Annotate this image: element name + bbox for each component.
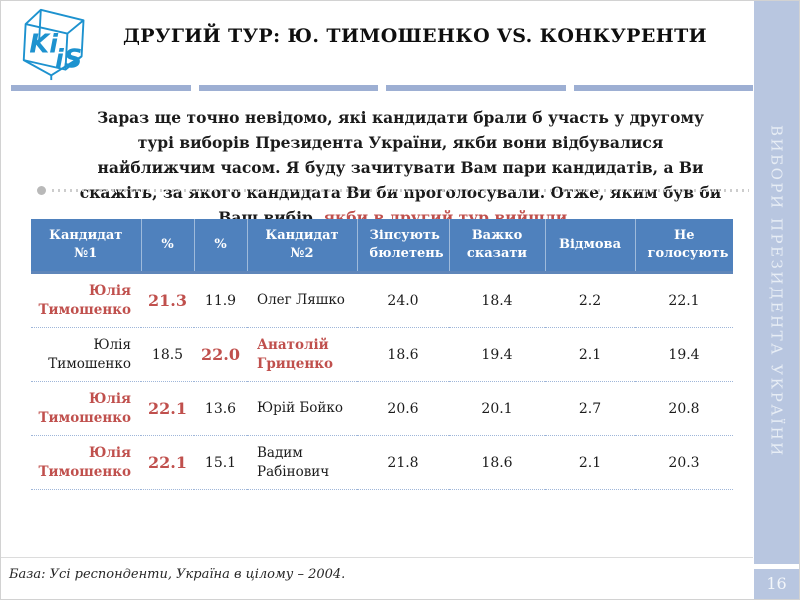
column-header-pct1: % bbox=[140, 219, 194, 274]
side-banner-label: ВИБОРИ ПРЕЗИДЕНТА УКРАЇНИ bbox=[767, 125, 786, 458]
svg-text:Ki: Ki bbox=[29, 30, 59, 60]
page-title: ДРУГИЙ ТУР: Ю. ТИМОШЕНКО VS. КОНКУРЕНТИ bbox=[123, 25, 707, 47]
column-header-abstain: Не голосують bbox=[634, 219, 733, 274]
cell-candidate1: Юлія Тимошенко bbox=[31, 435, 141, 490]
table-row: Юлія Тимошенко 21.3 11.9 Олег Ляшко 24.0… bbox=[31, 272, 733, 328]
cell-candidate2: Юрій Бойко bbox=[247, 381, 357, 436]
svg-text:iS: iS bbox=[55, 45, 82, 75]
column-header-pct2: % bbox=[193, 219, 247, 274]
column-header-refuse: Відмова bbox=[544, 219, 635, 274]
cell-candidate2: Олег Ляшко bbox=[247, 272, 357, 328]
title-divider bbox=[11, 85, 753, 91]
cell-pct1: 21.3 bbox=[141, 272, 194, 328]
cell-abstain: 19.4 bbox=[635, 327, 733, 382]
table-header-row: Кандидат №1 % % Кандидат №2 Зіпсують бюл… bbox=[31, 219, 733, 274]
cell-candidate2: Анатолій Гриценко bbox=[247, 327, 357, 382]
divider-segment bbox=[11, 85, 191, 91]
cell-pct1: 22.1 bbox=[141, 435, 194, 490]
cell-pct1: 18.5 bbox=[141, 327, 194, 382]
cell-hard: 20.1 bbox=[449, 381, 545, 436]
column-header-spoil: Зіпсують бюлетень bbox=[356, 219, 449, 274]
column-header-hard: Важко сказати bbox=[448, 219, 545, 274]
cell-hard: 18.6 bbox=[449, 435, 545, 490]
separator-bullet bbox=[37, 185, 46, 195]
cell-pct2: 13.6 bbox=[194, 381, 247, 436]
cell-pct1: 22.1 bbox=[141, 381, 194, 436]
divider-segment bbox=[198, 85, 378, 91]
cell-refuse: 2.2 bbox=[545, 272, 635, 328]
cell-spoil: 24.0 bbox=[357, 272, 449, 328]
cell-candidate1: Юлія Тимошенко bbox=[31, 272, 141, 328]
results-table: Кандидат №1 % % Кандидат №2 Зіпсують бюл… bbox=[31, 219, 733, 490]
cell-pct2: 15.1 bbox=[194, 435, 247, 490]
cell-refuse: 2.7 bbox=[545, 381, 635, 436]
divider-segment bbox=[386, 85, 566, 91]
page-number: 16 bbox=[754, 569, 799, 599]
separator-dotted-line bbox=[52, 188, 749, 192]
footer-rule bbox=[1, 557, 753, 558]
table-row: Юлія Тимошенко 22.1 15.1 Вадим Рабінович… bbox=[31, 435, 733, 490]
cell-hard: 19.4 bbox=[449, 327, 545, 382]
cell-spoil: 21.8 bbox=[357, 435, 449, 490]
cell-candidate1: Юлія Тимошенко bbox=[31, 381, 141, 436]
kiis-logo: Ki iS bbox=[13, 7, 99, 81]
table-row: Юлія Тимошенко 18.5 22.0 Анатолій Грицен… bbox=[31, 327, 733, 382]
dotted-separator bbox=[37, 185, 749, 195]
intro-text: Зараз ще точно невідомо, які кандидати б… bbox=[78, 105, 723, 230]
cell-candidate2: Вадим Рабінович bbox=[247, 435, 357, 490]
cell-abstain: 20.8 bbox=[635, 381, 733, 436]
side-banner: ВИБОРИ ПРЕЗИДЕНТА УКРАЇНИ bbox=[754, 1, 799, 564]
cell-pct2: 22.0 bbox=[194, 327, 247, 382]
cell-candidate1: Юлія Тимошенко bbox=[31, 327, 141, 382]
divider-segment bbox=[573, 85, 753, 91]
column-header-candidate2: Кандидат №2 bbox=[246, 219, 357, 274]
cell-refuse: 2.1 bbox=[545, 435, 635, 490]
cell-pct2: 11.9 bbox=[194, 272, 247, 328]
kiis-cube-icon: Ki iS bbox=[22, 8, 85, 81]
results-table-container: Кандидат №1 % % Кандидат №2 Зіпсують бюл… bbox=[31, 219, 733, 490]
cell-spoil: 18.6 bbox=[357, 327, 449, 382]
column-header-candidate1: Кандидат №1 bbox=[31, 219, 141, 274]
table-row: Юлія Тимошенко 22.1 13.6 Юрій Бойко 20.6… bbox=[31, 381, 733, 436]
cell-abstain: 22.1 bbox=[635, 272, 733, 328]
cell-refuse: 2.1 bbox=[545, 327, 635, 382]
cell-hard: 18.4 bbox=[449, 272, 545, 328]
cell-abstain: 20.3 bbox=[635, 435, 733, 490]
base-note: База: Усі респонденти, Україна в цілому … bbox=[9, 567, 346, 582]
cell-spoil: 20.6 bbox=[357, 381, 449, 436]
